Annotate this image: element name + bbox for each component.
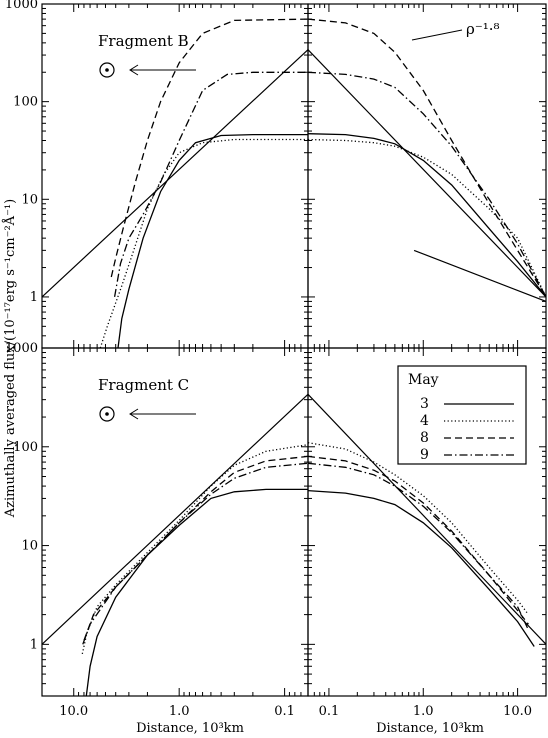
reference-line-left (42, 49, 309, 298)
series-may-9-right (307, 71, 546, 298)
series-may-4-left (81, 444, 309, 655)
x-tick-label-right: 0.1 (319, 704, 340, 719)
left-subplot-frame (41, 347, 309, 697)
series-may-9-right (307, 462, 529, 631)
sun-symbol-center (105, 412, 109, 416)
y-tick-label: 1000 (5, 341, 38, 356)
series-may-3-right (307, 489, 535, 647)
y-tick-label: 100 (13, 440, 38, 455)
legend-title: May (408, 372, 439, 388)
y-axis-label: Azimuthally averaged flux/(10⁻¹⁷erg s⁻¹c… (2, 199, 18, 518)
x-axis-label-left: Distance, 10³km (136, 721, 244, 736)
x-tick-label-right: 10.0 (503, 704, 532, 719)
series-may-8-left (83, 455, 309, 641)
legend-entry-label: 8 (420, 430, 429, 446)
power-law-reference-line (413, 249, 546, 302)
y-tick-label: 100 (13, 95, 38, 110)
fragment-label: Fragment C (98, 376, 189, 394)
x-tick-label-right: 1.0 (413, 704, 434, 719)
series-may-8-right (307, 18, 546, 298)
series-may-8-left (110, 18, 309, 278)
series-may-4-right (307, 442, 529, 615)
panel-fragment-c: 1 10 100 1000 10.0 1.0 0.1 0.1 1.0 10.0 Fragment C… (5, 341, 547, 719)
x-tick-label-left: 10.0 (59, 704, 88, 719)
panel-fragment-b: 1 10 100 1000 Fragment B ρ⁻¹·⁸ (5, 0, 547, 349)
legend-box (397, 365, 527, 465)
sun-symbol (99, 62, 115, 78)
y-tick-label: 10 (21, 539, 38, 554)
right-subplot-frame (307, 3, 547, 349)
right-subplot-frame (307, 347, 547, 697)
y-tick-label: 1 (30, 290, 38, 305)
series-may-9-left (82, 462, 309, 645)
reference-line-right (307, 49, 546, 298)
series-may-3-right (307, 133, 546, 298)
series-may-8-right (307, 455, 529, 625)
slope-annotation: ρ⁻¹·⁸ (466, 20, 500, 38)
series-may-4-right (307, 138, 546, 298)
slope-annotation-pointer (411, 29, 463, 41)
series-may-9-left (113, 71, 308, 298)
reference-line-right (307, 393, 546, 645)
x-tick-label-left: 1.0 (169, 704, 190, 719)
x-axis-label-right: Distance, 10³km (376, 721, 484, 736)
fragment-label: Fragment B (98, 32, 189, 50)
series-may-3-left (85, 488, 308, 696)
y-tick-label: 10 (21, 192, 38, 207)
series-may-3-left (117, 133, 308, 348)
left-subplot-frame (41, 3, 309, 349)
plot-area (42, 393, 546, 696)
y-tick-label: 1000 (5, 0, 38, 12)
sun-direction-arrowhead (129, 408, 139, 420)
reference-line-left (42, 393, 309, 645)
sun-symbol-center (105, 68, 109, 72)
sun-direction-arrowhead (129, 64, 139, 76)
legend-entry-label: 3 (420, 396, 429, 412)
legend-entry-label: 9 (420, 447, 429, 463)
y-tick-label: 1 (30, 637, 38, 652)
legend-entry-label: 4 (420, 413, 429, 429)
plot-area (42, 18, 546, 348)
sun-symbol (99, 406, 115, 422)
series-may-4-left (99, 138, 308, 348)
x-tick-label-left: 0.1 (274, 704, 295, 719)
